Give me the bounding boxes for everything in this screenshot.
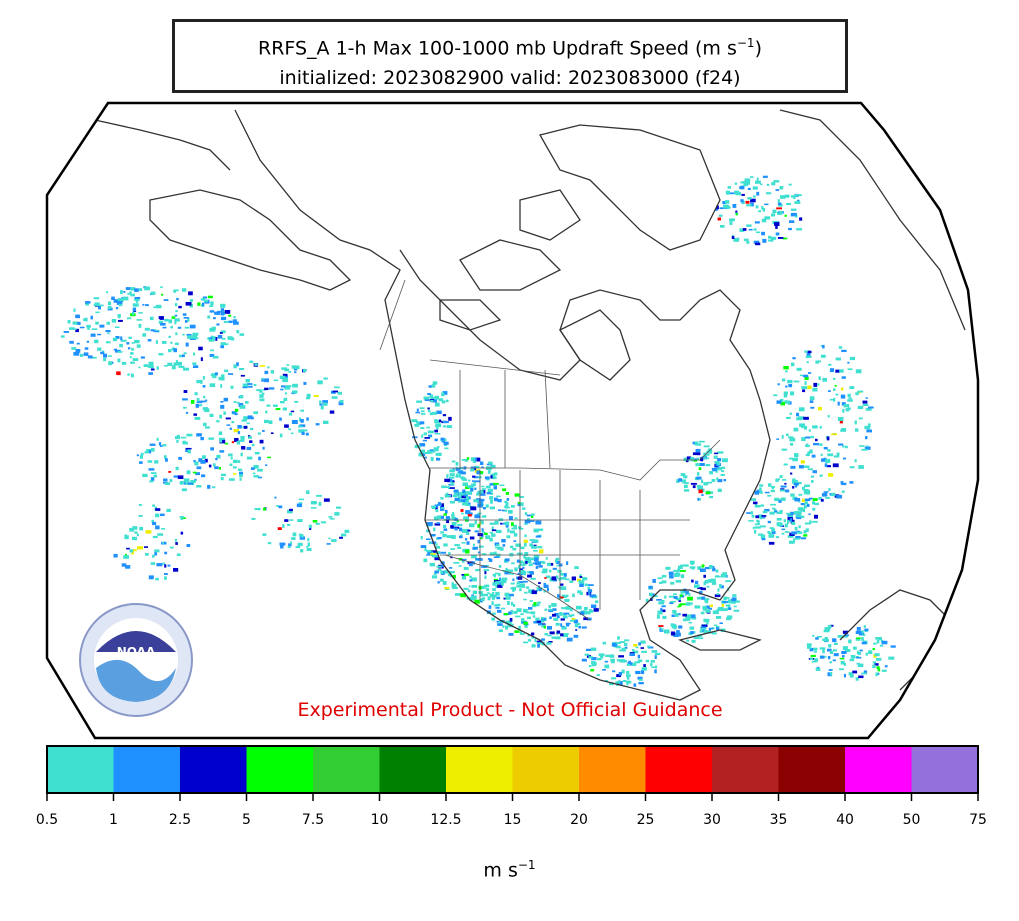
colorbar-tick-label: 1	[109, 812, 118, 828]
colorbar-tick-label: 20	[570, 812, 588, 828]
colorbar-swatch	[778, 746, 846, 793]
colorbar-tick-label: 50	[903, 812, 921, 828]
political-boundaries	[379, 279, 721, 621]
colorbar-tick-label: 25	[637, 812, 655, 828]
colorbar-swatch	[712, 746, 779, 793]
colorbar-tick-label: 15	[504, 812, 522, 828]
colorbar-tick-label: 75	[969, 812, 987, 828]
experimental-warning: Experimental Product - Not Official Guid…	[297, 699, 723, 721]
coastlines	[94, 109, 966, 701]
map-content	[60, 109, 966, 701]
colorbar: 0.5 1 2.5 5 7.5 10 12.5 15 20 25 30 35 40 50 75	[36, 745, 987, 828]
title-text: RRFS_A 1-h Max 100-1000 mb Updraft Speed…	[258, 37, 737, 60]
title-sup: −1	[736, 36, 755, 50]
colorbar-swatch	[911, 746, 979, 793]
colorbar-swatch	[579, 746, 646, 793]
colorbar-label-sup: −1	[517, 858, 536, 872]
title-line-1: RRFS_A 1-h Max 100-1000 mb Updraft Speed…	[175, 28, 845, 63]
colorbar-tick-label: 0.5	[36, 812, 58, 828]
colorbar-swatch	[246, 746, 314, 793]
colorbar-swatch	[47, 746, 114, 793]
colorbar-tick-label: 7.5	[302, 812, 324, 828]
colorbar-tick-label: 30	[703, 812, 721, 828]
colorbar-tick-label: 12.5	[430, 812, 461, 828]
title-end: )	[754, 37, 762, 60]
colorbar-tick-label: 5	[242, 812, 251, 828]
colorbar-swatch	[645, 746, 713, 793]
colorbar-swatch	[313, 746, 380, 793]
colorbar-swatch	[512, 746, 580, 793]
title-line-2: initialized: 2023082900 valid: 202308300…	[279, 67, 741, 90]
colorbar-tick-label: 2.5	[169, 812, 191, 828]
colorbar-label: m s−1	[0, 858, 1019, 881]
noaa-logo: NOAA	[79, 603, 193, 717]
colorbar-swatch	[180, 746, 247, 793]
colorbar-swatch	[379, 746, 447, 793]
title-box: RRFS_A 1-h Max 100-1000 mb Updraft Speed…	[172, 19, 848, 93]
colorbar-label-text: m s	[483, 859, 518, 882]
colorbar-tick-label: 35	[770, 812, 788, 828]
colorbar-swatch	[845, 746, 912, 793]
colorbar-tick-label: 40	[836, 812, 854, 828]
colorbar-tick-label: 10	[371, 812, 389, 828]
map-frame	[45, 101, 980, 740]
colorbar-swatch	[446, 746, 513, 793]
colorbar-swatch	[113, 746, 181, 793]
updraft-field	[60, 175, 896, 687]
logo-text: NOAA	[117, 645, 156, 659]
